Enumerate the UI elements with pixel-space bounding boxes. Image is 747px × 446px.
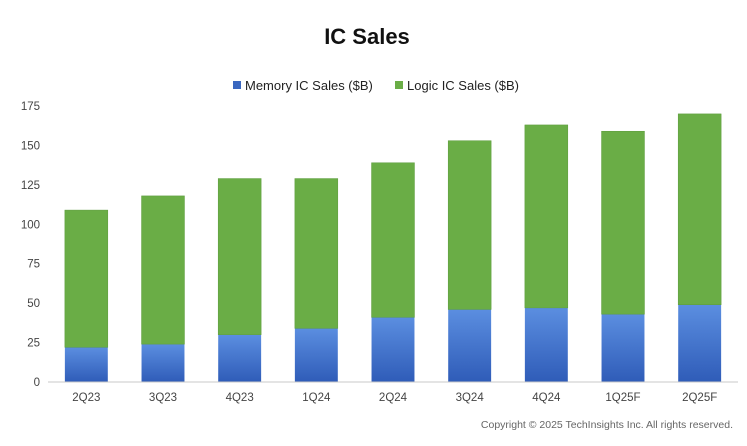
bar-logic-3q23 bbox=[141, 195, 185, 345]
x-tick-label: 3Q24 bbox=[456, 392, 485, 404]
bar-logic-4q23 bbox=[217, 178, 262, 335]
bar-memory-4q23 bbox=[218, 334, 262, 382]
bar-memory-2q24 bbox=[371, 317, 415, 382]
bar-logic-4q24 bbox=[524, 124, 569, 309]
bar-memory-1q25f bbox=[601, 314, 645, 382]
chart-title: IC Sales bbox=[324, 24, 410, 49]
y-tick-label: 175 bbox=[21, 101, 40, 113]
bar-memory-2q25f bbox=[678, 304, 722, 382]
x-tick-label: 1Q24 bbox=[302, 392, 331, 404]
legend-label-logic: Logic IC Sales ($B) bbox=[407, 78, 519, 93]
copyright-text: Copyright © 2025 TechInsights Inc. All r… bbox=[481, 419, 733, 431]
y-tick-label: 0 bbox=[34, 377, 40, 389]
y-tick-label: 75 bbox=[27, 259, 40, 271]
y-tick-label: 50 bbox=[27, 298, 40, 310]
y-tick-label: 150 bbox=[21, 140, 40, 152]
x-tick-label: 4Q24 bbox=[532, 392, 561, 404]
bar-memory-3q23 bbox=[141, 344, 185, 382]
legend-label-memory: Memory IC Sales ($B) bbox=[245, 78, 373, 93]
x-tick-label: 3Q23 bbox=[149, 392, 177, 404]
bar-logic-1q24 bbox=[294, 178, 339, 329]
x-tick-label: 4Q23 bbox=[226, 392, 254, 404]
x-tick-label: 2Q24 bbox=[379, 392, 408, 404]
y-axis: 0 25 50 75 100 125 150 175 bbox=[21, 101, 40, 389]
bar-logic-2q25f bbox=[677, 113, 722, 305]
x-tick-label: 2Q25F bbox=[682, 392, 717, 404]
bar-memory-4q24 bbox=[524, 307, 568, 382]
x-axis: 2Q23 3Q23 4Q23 1Q24 2Q24 3Q24 4Q24 1Q25F 2Q25F bbox=[72, 392, 717, 404]
bar-memory-3q24 bbox=[448, 309, 492, 382]
bar-memory-1q24 bbox=[294, 328, 338, 382]
bars bbox=[64, 113, 722, 382]
y-tick-label: 100 bbox=[21, 219, 40, 231]
bar-logic-3q24 bbox=[447, 140, 492, 310]
y-tick-label: 25 bbox=[27, 338, 40, 350]
legend-swatch-memory bbox=[233, 81, 241, 89]
bar-logic-2q24 bbox=[371, 162, 415, 318]
y-tick-label: 125 bbox=[21, 180, 40, 192]
bar-memory-2q23 bbox=[64, 347, 108, 382]
legend: Memory IC Sales ($B) Logic IC Sales ($B) bbox=[233, 78, 519, 93]
bar-logic-1q25f bbox=[601, 130, 645, 315]
x-tick-label: 1Q25F bbox=[605, 392, 640, 404]
bar-logic-2q23 bbox=[64, 209, 109, 348]
x-tick-label: 2Q23 bbox=[72, 392, 100, 404]
legend-swatch-logic bbox=[395, 81, 403, 89]
